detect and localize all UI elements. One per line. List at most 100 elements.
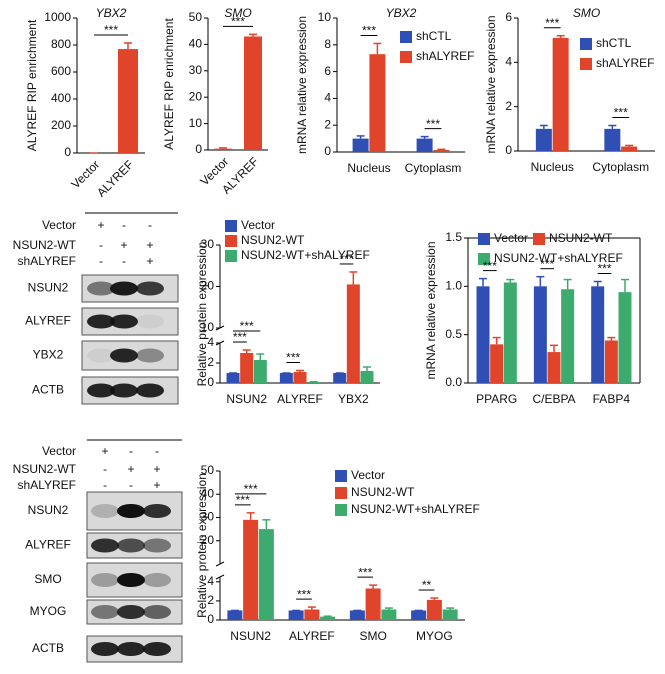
bar: [349, 610, 365, 620]
bar: [333, 373, 347, 383]
lane-sign: +: [153, 462, 160, 476]
x-tick-label: ALYREF: [277, 392, 323, 406]
bar: [561, 289, 575, 383]
y-tick-label: 50: [189, 10, 203, 24]
blot-band: [136, 314, 164, 329]
x-tick-label: Nucleus: [347, 161, 390, 175]
axis-break: [215, 574, 225, 580]
y-tick-label: 4: [207, 335, 214, 349]
bar: [604, 128, 621, 151]
legend-label: NSUN2-WT+shALYREF: [241, 248, 370, 262]
blot-band: [87, 281, 115, 296]
bar: [552, 37, 569, 152]
y-tick-label: 10: [318, 10, 332, 24]
blot-band: [117, 605, 145, 619]
bar: [243, 519, 259, 620]
lane-sign: +: [120, 238, 127, 252]
lane-sign: +: [146, 238, 153, 252]
x-tick-label: Cytoplasm: [405, 161, 462, 175]
legend-label: shALYREF: [596, 56, 654, 70]
blot-band: [143, 573, 171, 587]
bar: [244, 36, 262, 151]
lane-sign: -: [99, 238, 103, 252]
lane-sign: -: [129, 444, 133, 458]
y-tick-label: 50: [201, 463, 215, 477]
bar: [307, 382, 321, 383]
lane-sign: -: [148, 218, 152, 232]
row-label: ACTB: [32, 383, 64, 397]
bar: [442, 609, 458, 620]
bar: [214, 148, 232, 150]
blot-band: [143, 538, 171, 553]
legend-label: Vector: [241, 218, 275, 232]
row-label: ALYREF: [25, 538, 71, 552]
bar: [416, 138, 433, 152]
y-tick-label: 10: [201, 320, 215, 334]
lane-sign: +: [101, 444, 108, 458]
significance-label: ***: [240, 319, 254, 333]
y-tick-label: 30: [201, 510, 215, 524]
bar: [118, 49, 138, 153]
y-tick-label: 1.0: [445, 279, 462, 293]
y-axis-label: mRNA relative expression: [424, 241, 438, 379]
lane-label: Vector: [42, 218, 76, 232]
legend-label: shCTL: [596, 36, 632, 50]
lane-sign: -: [103, 478, 107, 492]
y-tick-label: 8: [324, 37, 331, 51]
y-tick-label: 4: [207, 574, 214, 588]
y-tick-label: 0: [64, 145, 71, 159]
lane-label: shALYREF: [18, 478, 76, 492]
y-tick-label: 0: [324, 144, 331, 158]
significance-label: ***: [244, 482, 258, 496]
x-tick-label: NSUN2: [226, 392, 267, 406]
y-tick-label: 0.0: [445, 375, 462, 389]
y-tick-label: 1000: [44, 10, 71, 24]
legend-label: Vector: [351, 468, 385, 482]
lane-sign: -: [129, 478, 133, 492]
bar: [547, 352, 561, 383]
significance-label: ***: [426, 117, 440, 131]
y-tick-label: 6: [324, 64, 331, 78]
legend-swatch: [225, 250, 237, 262]
lane-sign: +: [97, 218, 104, 232]
bar: [621, 146, 638, 151]
blot-band: [117, 504, 145, 518]
y-tick-label: 200: [51, 118, 71, 132]
significance-label: ***: [231, 15, 245, 29]
blot-band: [110, 348, 138, 363]
lane-label: shALYREF: [18, 254, 76, 268]
bar: [535, 128, 552, 151]
blot-band: [117, 642, 145, 656]
x-tick-label: PPARG: [476, 392, 517, 406]
bar: [591, 286, 605, 383]
y-tick-label: 0: [207, 375, 214, 389]
y-tick-label: 20: [189, 89, 203, 103]
significance-label: ***: [358, 565, 372, 579]
lane-label: Vector: [42, 444, 76, 458]
legend-swatch: [478, 233, 490, 245]
lane-sign: +: [127, 462, 134, 476]
significance-label: ***: [540, 257, 554, 271]
significance-label: ***: [362, 24, 376, 38]
y-axis-label: ALYREF RIP enrichment: [162, 18, 176, 150]
bar: [346, 284, 360, 383]
y-tick-label: 2: [207, 355, 214, 369]
bar: [253, 360, 267, 383]
legend-swatch: [478, 253, 490, 265]
bar: [381, 609, 397, 620]
legend-label: shALYREF: [416, 49, 474, 63]
y-tick-label: 4: [505, 55, 512, 69]
lane-sign: -: [155, 444, 159, 458]
legend-label: NSUN2-WT: [241, 233, 305, 247]
bar: [360, 371, 374, 383]
x-tick-label: FABP4: [593, 392, 631, 406]
y-tick-label: 2: [324, 117, 331, 131]
significance-label: ***: [233, 330, 247, 344]
y-tick-label: 0: [195, 142, 202, 156]
bar: [352, 138, 369, 152]
x-tick-label: ALYREF: [289, 629, 335, 643]
blot-band: [91, 538, 119, 553]
significance-label: ***: [483, 259, 497, 273]
x-tick-label: SMO: [359, 629, 386, 643]
